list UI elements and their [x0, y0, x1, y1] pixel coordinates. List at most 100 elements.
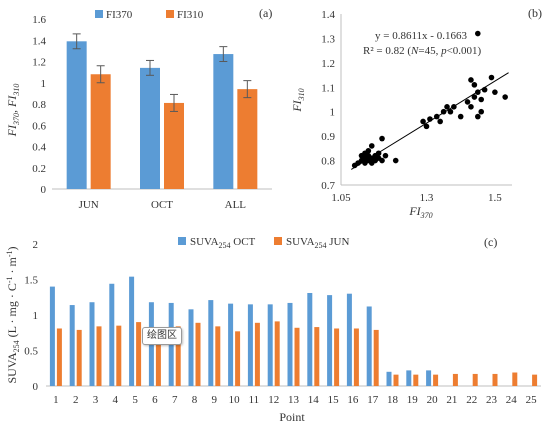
panel-a-bar-chart: (a) FI370 FI310 FI370, FI310 00.20.40.60…	[5, 6, 272, 211]
scatter-point	[468, 104, 474, 110]
y-tick-label: 0.2	[32, 163, 46, 175]
x-tick-label: 4	[113, 394, 119, 406]
x-tick-label: 1.05	[331, 192, 351, 204]
x-tick-label: 6	[152, 394, 158, 406]
legend-label-fi370: FI370	[106, 9, 133, 21]
legend-swatch-fi310	[166, 10, 174, 18]
bar-suva-jun-point-22	[472, 373, 478, 386]
y-tick-label: 1	[33, 310, 39, 322]
legend-label-fi310: FI310	[177, 9, 204, 21]
y-tick-label: 0	[33, 381, 39, 393]
x-tick-label: 1	[53, 394, 59, 406]
panel-a-x-ticks: JUN OCT ALL	[79, 199, 247, 211]
y-tick-label: 1.3	[321, 33, 335, 45]
x-tick-label: 24	[506, 394, 518, 406]
x-tick-label: 5	[132, 394, 138, 406]
bar-suva-jun-point-25	[532, 374, 538, 386]
scatter-point	[468, 77, 474, 83]
scatter-point	[427, 116, 433, 122]
x-tick-label: 7	[172, 394, 178, 406]
bar-suva-jun-point-24	[512, 372, 518, 386]
bar-suva-oct-point-12	[267, 304, 273, 386]
y-tick-label: 0.5	[24, 346, 38, 358]
bar-suva-oct-point-19	[406, 370, 412, 386]
x-tick-label: 9	[212, 394, 218, 406]
panel-b-points	[351, 30, 508, 169]
bar-suva-oct-point-1	[49, 286, 55, 386]
bar-suva-oct-point-9	[208, 300, 214, 386]
scatter-point	[451, 104, 457, 110]
plot-area-tooltip: 绘图区	[142, 327, 182, 345]
regression-equation: y = 0.8611x - 0.1663	[375, 30, 467, 42]
bar-suva-jun-point-19	[413, 374, 419, 386]
scatter-point	[475, 113, 481, 120]
scatter-point	[492, 89, 498, 95]
y-tick-label: 1	[330, 107, 336, 119]
y-tick-label: 1	[41, 78, 47, 90]
panel-b-y-axis-label: FI310	[290, 88, 306, 112]
y-tick-label: 0.7	[321, 180, 335, 192]
y-tick-label: 1.1	[321, 82, 335, 94]
x-tick-label: 8	[192, 394, 198, 406]
panel-c-label: (c)	[484, 235, 497, 249]
scatter-point	[392, 157, 399, 164]
bar-fi310-all	[237, 89, 258, 189]
panel-c-y-ticks: 0 0.5 1 1.5 2	[24, 239, 541, 393]
scatter-point	[481, 86, 488, 93]
bar-fi310-oct	[164, 102, 184, 189]
bar-suva-oct-point-8	[188, 309, 194, 386]
x-tick-label: 19	[407, 394, 419, 406]
scatter-point	[368, 143, 375, 149]
scatter-point	[379, 157, 385, 164]
scatter-point	[365, 148, 372, 154]
bar-suva-oct-point-3	[89, 302, 95, 386]
bar-suva-jun-point-8	[195, 322, 201, 386]
x-tick-label: 10	[229, 394, 241, 406]
scatter-point	[423, 123, 430, 130]
y-tick-label: 0.6	[32, 120, 46, 132]
y-tick-label: 1.5	[24, 275, 38, 287]
bar-suva-jun-point-10	[235, 331, 241, 386]
panel-c-y-axis-label: SUVA254 (L · mg · C-1 · m-1)	[5, 246, 21, 383]
bar-suva-jun-point-4	[116, 325, 122, 386]
x-tick-label: OCT	[151, 199, 173, 211]
y-tick-label: 1.2	[321, 58, 335, 70]
bar-suva-oct-point-4	[109, 283, 115, 386]
bar-suva-oct-point-13	[287, 302, 293, 386]
bar-suva-jun-point-3	[96, 326, 102, 386]
bar-suva-oct-point-20	[426, 370, 432, 386]
x-tick-label: 12	[268, 394, 279, 406]
panel-b-label: (b)	[528, 6, 542, 20]
legend-label-suva-jun: SUVA254 JUN	[286, 236, 350, 250]
bar-fi370-oct	[140, 67, 160, 189]
x-tick-label: 15	[328, 394, 340, 406]
scatter-point	[502, 94, 508, 100]
bar-suva-jun-point-18	[393, 374, 399, 386]
panel-a-y-ticks: 0 0.2 0.4 0.6 0.8 1 1.2 1.4 1.6	[32, 14, 272, 196]
scatter-point	[457, 113, 464, 120]
scatter-point	[375, 150, 382, 157]
scatter-point	[471, 94, 478, 100]
scatter-point	[447, 108, 454, 115]
bar-suva-oct-point-11	[247, 304, 253, 386]
y-tick-label: 1.4	[321, 9, 335, 21]
panel-c-x-ticks: 1 2 3 4 5 6 7 8 9 10 11 12 13 14 15 16 17 18 19 20 21 22 23 24 2…	[53, 394, 537, 406]
scatter-point	[433, 113, 440, 120]
bar-suva-jun-point-15	[334, 328, 340, 386]
scatter-point	[478, 96, 485, 103]
bar-suva-jun-point-7	[175, 326, 181, 386]
legend-label-suva-oct: SUVA254 OCT	[190, 236, 256, 250]
panel-b-x-axis-label: FI370	[408, 204, 432, 220]
bar-suva-oct-point-10	[228, 303, 234, 386]
x-tick-label: 17	[367, 394, 379, 406]
bar-suva-jun-point-9	[215, 326, 221, 386]
bar-fi370-all	[213, 54, 234, 189]
panel-c-bar-chart: (c) SUVA254 OCT SUVA254 JUN SUVA254 (L ·…	[5, 235, 541, 424]
bar-suva-oct-point-5	[129, 276, 135, 386]
scatter-point	[379, 135, 385, 142]
x-tick-label: 23	[486, 394, 498, 406]
panel-b-x-ticks: 1.05 1.3 1.5	[331, 184, 512, 204]
x-tick-label: 21	[446, 394, 457, 406]
scatter-point	[437, 118, 443, 125]
